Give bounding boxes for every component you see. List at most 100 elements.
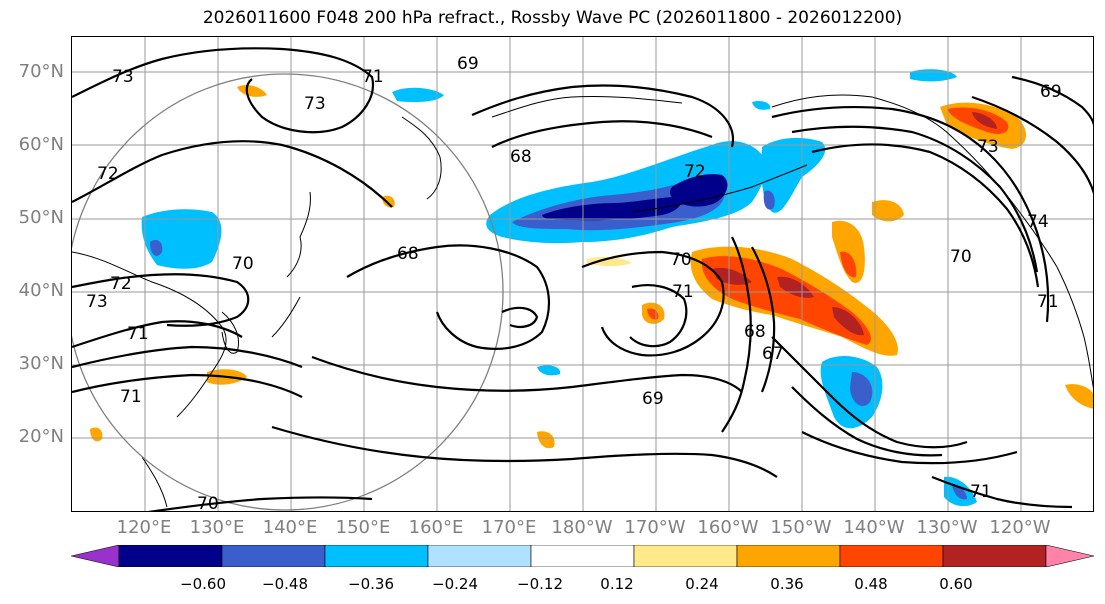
lon-label: 180°W xyxy=(551,517,613,538)
lat-label: 40°N xyxy=(18,280,64,301)
contour-label-group: 73 73 71 69 72 68 70 73 72 71 71 70 68 7… xyxy=(86,54,1062,511)
map-title: 2026011600 F048 200 hPa refract., Rossby… xyxy=(202,8,903,28)
contour-label: 71 xyxy=(672,282,694,302)
anomaly-negative-small-2 xyxy=(752,100,771,110)
colorbar-segment xyxy=(324,545,429,567)
contour-label: 68 xyxy=(744,322,766,342)
anomaly-negative-small-1 xyxy=(537,365,561,376)
colorbar-tick: −0.24 xyxy=(432,575,478,593)
contour-72-east-2 xyxy=(791,386,943,457)
lon-label: 170°W xyxy=(624,517,686,538)
lon-label: 160°E xyxy=(408,517,464,538)
contour-71-east-2 xyxy=(771,336,968,449)
lat-label: 60°N xyxy=(18,134,64,155)
contour-label: 71 xyxy=(362,67,384,87)
contour-71-west xyxy=(72,273,250,327)
anomaly-negative-gulf-alaska xyxy=(761,137,826,213)
anomaly-positive-ne-dark-2 xyxy=(777,276,814,298)
contour-label: 69 xyxy=(642,389,664,409)
lon-label: 120°W xyxy=(989,517,1051,538)
anomaly-positive-ne-dark-3 xyxy=(832,307,864,336)
anomaly-positive-small-2 xyxy=(1065,384,1093,409)
contour-71-east xyxy=(771,105,1050,323)
contour-70-east xyxy=(801,431,1018,465)
lat-label: 30°N xyxy=(18,353,64,374)
anomaly-positive-alaska-dark xyxy=(972,112,997,129)
contour-71-se xyxy=(931,475,1073,509)
contour-73-west xyxy=(72,320,243,349)
contour-71-mid xyxy=(629,283,688,348)
colorbar-segment xyxy=(118,545,223,567)
colorbar-extend-max xyxy=(1045,545,1094,567)
contour-67 xyxy=(751,246,776,393)
colorbar-segments xyxy=(71,545,1094,567)
contour-73-north xyxy=(72,47,375,134)
contour-label: 72 xyxy=(97,164,119,184)
colorbar-extend-min xyxy=(71,545,120,567)
anomaly-negative-subtropical-core xyxy=(850,372,873,407)
coastline-korea xyxy=(221,311,239,354)
coastline-north-america-west xyxy=(1056,266,1093,389)
contour-label: 67 xyxy=(762,344,784,364)
anomaly-positive-bc xyxy=(872,200,904,222)
lon-label: 130°W xyxy=(916,517,978,538)
lon-label: 140°W xyxy=(843,517,905,538)
lon-label: 130°E xyxy=(189,517,245,538)
contour-71-2 xyxy=(72,345,303,369)
colorbar-tick: 0.24 xyxy=(685,575,719,593)
refractivity-contours xyxy=(72,47,1093,511)
contour-72 xyxy=(72,140,393,208)
contour-label: 73 xyxy=(304,94,326,114)
contour-label: 70 xyxy=(670,250,692,270)
colorbar-tick: 0.12 xyxy=(600,575,634,593)
contour-69-central xyxy=(311,355,743,393)
lat-label: 50°N xyxy=(18,207,64,228)
anomaly-positive-small-3 xyxy=(90,427,103,442)
anomaly-shading xyxy=(90,69,1093,507)
contour-69-ne xyxy=(1011,75,1093,126)
colorbar-segment xyxy=(839,545,944,567)
colorbar-tick: −0.60 xyxy=(180,575,226,593)
contour-70-central xyxy=(271,425,778,478)
contour-74 xyxy=(811,143,1040,288)
colorbar-segment xyxy=(633,545,738,567)
colorbar-tick: −0.48 xyxy=(262,575,308,593)
contour-label: 72 xyxy=(684,162,706,182)
colorbar-segment xyxy=(530,545,635,567)
lon-label: 150°W xyxy=(770,517,832,538)
anomaly-negative-core-3 xyxy=(669,174,728,207)
coastline-alaska xyxy=(771,94,1058,268)
map-panel: 73 73 71 69 72 68 70 73 72 71 71 70 68 7… xyxy=(71,36,1094,512)
anomaly-negative-se-core xyxy=(952,485,967,500)
contour-label: 71 xyxy=(1037,292,1059,312)
lon-label: 150°E xyxy=(335,517,391,538)
contour-label: 70 xyxy=(232,254,254,274)
anomaly-positive-asia-2 xyxy=(237,84,267,97)
reference-circle xyxy=(72,73,504,511)
anomaly-positive-bc-2 xyxy=(832,220,865,283)
contour-label: 68 xyxy=(397,244,419,264)
anomaly-negative-asia-core xyxy=(150,240,163,256)
contour-label: 70 xyxy=(950,247,972,267)
colorbar-tick: 0.48 xyxy=(854,575,888,593)
lon-label: 140°E xyxy=(262,517,318,538)
colorbar-tick: −0.36 xyxy=(348,575,394,593)
contour-label: 73 xyxy=(86,292,108,312)
contour-label: 71 xyxy=(127,324,149,344)
anomaly-positive-bc-3 xyxy=(840,251,857,278)
contour-label: 73 xyxy=(112,67,134,87)
contour-label: 68 xyxy=(510,147,532,167)
contour-70-south xyxy=(148,496,373,511)
contour-70-mid xyxy=(581,250,725,357)
coastline-japan xyxy=(271,191,311,338)
lat-label: 20°N xyxy=(18,426,64,447)
colorbar-segment xyxy=(736,545,841,567)
contour-label: 71 xyxy=(120,387,142,407)
colorbar-segment xyxy=(221,545,326,567)
contour-label: 69 xyxy=(457,54,479,74)
coastline-arctic xyxy=(491,95,683,118)
coastline-kamchatka xyxy=(401,116,442,200)
colorbar-tick: 0.60 xyxy=(939,575,973,593)
lon-label: 160°W xyxy=(697,517,759,538)
contour-68-alaska xyxy=(491,120,713,148)
